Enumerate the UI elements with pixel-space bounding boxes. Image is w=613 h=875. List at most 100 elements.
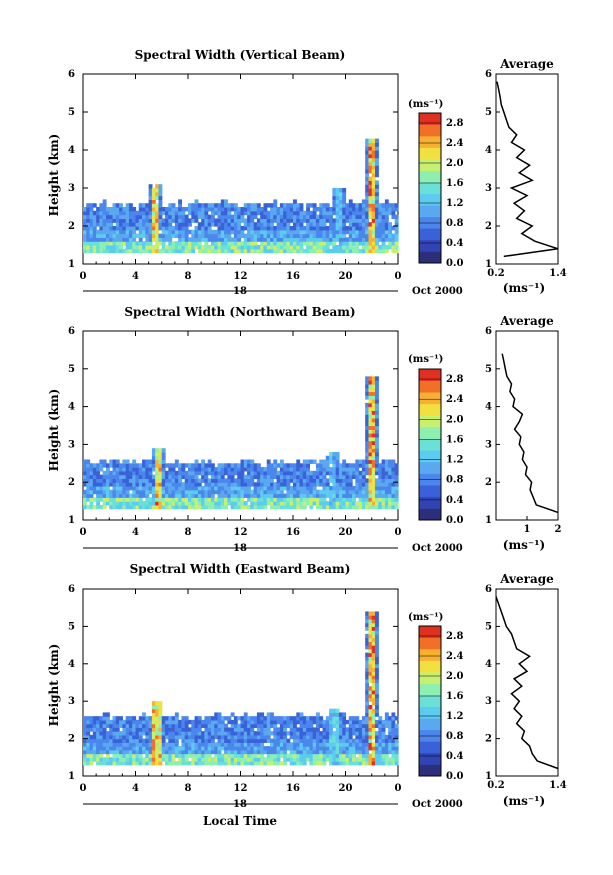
heatmap-cell <box>119 245 123 250</box>
heatmap-cell <box>358 470 363 476</box>
heatmap-cell <box>332 712 337 717</box>
heatmap-cell <box>96 723 101 728</box>
heatmap-cell <box>99 716 104 721</box>
heatmap-cell <box>165 761 169 766</box>
heatmap-cell <box>365 641 370 646</box>
heatmap-cell <box>99 482 104 487</box>
heatmap-cell <box>230 226 235 231</box>
heatmap-cell <box>371 402 376 408</box>
heatmap-cell <box>355 226 360 231</box>
heatmap-cell <box>168 241 173 246</box>
heatmap-cell <box>375 425 379 430</box>
heatmap-cell <box>151 222 156 227</box>
heatmap-cell <box>105 719 110 725</box>
heatmap-cell <box>296 753 301 758</box>
avg-title: Average <box>499 57 554 71</box>
heatmap-cell <box>83 241 87 246</box>
y-tick-label: 4 <box>68 145 75 156</box>
heatmap-cell <box>365 675 370 680</box>
heatmap-cell <box>375 667 379 672</box>
heatmap-cell <box>375 233 379 238</box>
heatmap-cell <box>99 467 104 472</box>
heatmap-cell <box>119 734 123 740</box>
heatmap-cell <box>158 734 163 740</box>
heatmap-cell <box>296 501 301 506</box>
heatmap-cell <box>270 467 274 472</box>
heatmap-cell <box>315 757 320 762</box>
heatmap-cell <box>309 757 314 762</box>
panel-title: Spectral Width (Eastward Beam) <box>130 562 351 576</box>
heatmap-cell <box>286 218 291 223</box>
heatmap-cell <box>345 757 350 762</box>
heatmap-cell <box>119 716 123 721</box>
heatmap-cell <box>279 734 284 740</box>
heatmap-cell <box>210 504 215 510</box>
heatmap-cell <box>361 727 366 732</box>
heatmap-cell <box>168 214 173 219</box>
heatmap-cell <box>368 176 373 181</box>
heatmap-cell <box>181 753 186 758</box>
heatmap-cell <box>355 493 360 498</box>
heatmap-cell <box>371 482 376 487</box>
heatmap-cell <box>371 195 376 200</box>
heatmap-cell <box>188 241 192 246</box>
heatmap-cell <box>217 742 222 747</box>
heatmap-cell <box>145 214 150 219</box>
heatmap-cell <box>371 387 376 393</box>
heatmap-cell <box>243 237 248 242</box>
heatmap-cell <box>112 738 117 743</box>
heatmap-cell <box>168 489 173 495</box>
heatmap-cell <box>214 222 219 227</box>
heatmap-cell <box>181 742 186 747</box>
heatmap-cell <box>352 233 356 238</box>
heatmap-cell <box>338 504 343 510</box>
heatmap-cell <box>273 493 278 498</box>
colorbar-swatch <box>419 205 441 218</box>
heatmap-cell <box>375 753 379 758</box>
heatmap-cell <box>391 493 396 498</box>
heatmap-cell <box>355 723 360 728</box>
heatmap-cell <box>335 229 340 235</box>
heatmap-cell <box>338 742 343 747</box>
heatmap-cell <box>306 463 311 468</box>
heatmap-cell <box>368 467 373 472</box>
colorbar-swatch <box>419 136 441 148</box>
heatmap-cell <box>224 504 228 510</box>
heatmap-cell <box>237 248 242 254</box>
heatmap-cell <box>378 723 383 728</box>
heatmap-cell <box>132 474 137 480</box>
heatmap-cell <box>109 727 114 732</box>
heatmap-cell <box>184 241 189 246</box>
heatmap-cell <box>194 463 199 468</box>
heatmap-cell <box>375 645 379 650</box>
heatmap-cell <box>270 463 274 468</box>
heatmap-cell <box>365 433 370 438</box>
heatmap-cell <box>115 245 120 250</box>
heatmap-cell <box>89 753 94 758</box>
heatmap-cell <box>105 738 110 743</box>
heatmap-cell <box>299 493 304 498</box>
heatmap-cell <box>96 761 101 766</box>
heatmap-cell <box>178 504 183 510</box>
heatmap-cell <box>371 150 376 155</box>
day-label: 18 <box>233 543 247 554</box>
heatmap-cell <box>128 233 133 238</box>
heatmap-cell <box>145 738 150 743</box>
heatmap-cell <box>102 229 107 235</box>
heatmap-cell <box>165 207 169 212</box>
heatmap-cell <box>335 761 340 766</box>
heatmap-cell <box>99 463 104 468</box>
heatmap-cell <box>329 485 333 491</box>
heatmap-cell <box>207 478 212 483</box>
heatmap-cell <box>315 501 320 506</box>
heatmap-cell <box>368 383 373 389</box>
heatmap-cell <box>355 463 360 468</box>
heatmap-cell <box>92 504 97 510</box>
heatmap-cell <box>365 656 370 661</box>
heatmap-cell <box>332 222 337 227</box>
heatmap-cell <box>109 478 114 483</box>
heatmap-cell <box>181 761 186 766</box>
heatmap-cell <box>263 731 268 736</box>
heatmap-cell <box>102 207 107 212</box>
heatmap-cell <box>161 734 166 740</box>
